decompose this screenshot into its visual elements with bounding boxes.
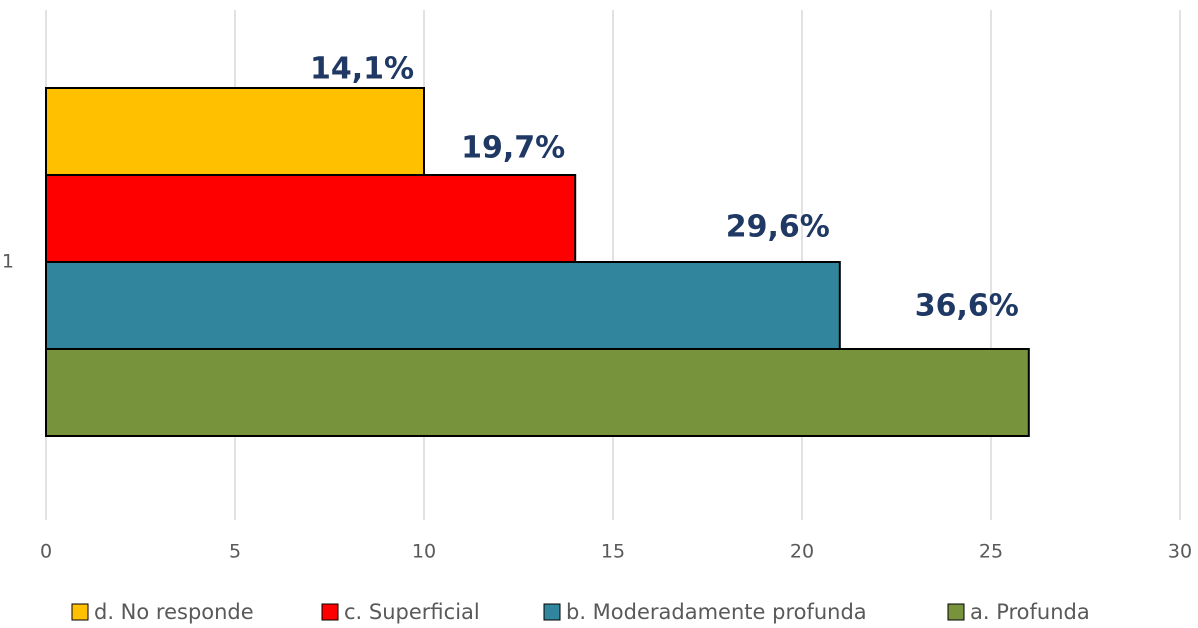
data-label: 29,6% (726, 210, 830, 245)
x-tick-label: 5 (229, 541, 241, 563)
legend-swatch (321, 603, 339, 621)
bar (45, 348, 1030, 437)
x-tick-label: 30 (1168, 541, 1192, 563)
legend-label: a. Profunda (970, 600, 1090, 624)
legend-label: b. Moderadamente profunda (566, 600, 867, 624)
x-tick-label: 10 (412, 541, 436, 563)
x-tick-label: 20 (790, 541, 814, 563)
legend-swatch (947, 603, 965, 621)
legend-label: d. No responde (94, 600, 254, 624)
data-label: 14,1% (310, 52, 414, 87)
bar (45, 87, 425, 176)
legend-label: c. Superficial (344, 600, 480, 624)
bar (45, 174, 577, 263)
bar (45, 261, 841, 350)
data-label: 19,7% (461, 131, 565, 166)
y-tick-label: 1 (2, 251, 14, 273)
x-tick-label: 15 (601, 541, 625, 563)
legend-swatch (71, 603, 89, 621)
legend-swatch (543, 603, 561, 621)
data-label: 36,6% (915, 289, 1019, 324)
x-tick-label: 25 (979, 541, 1003, 563)
x-tick-label: 0 (40, 541, 52, 563)
